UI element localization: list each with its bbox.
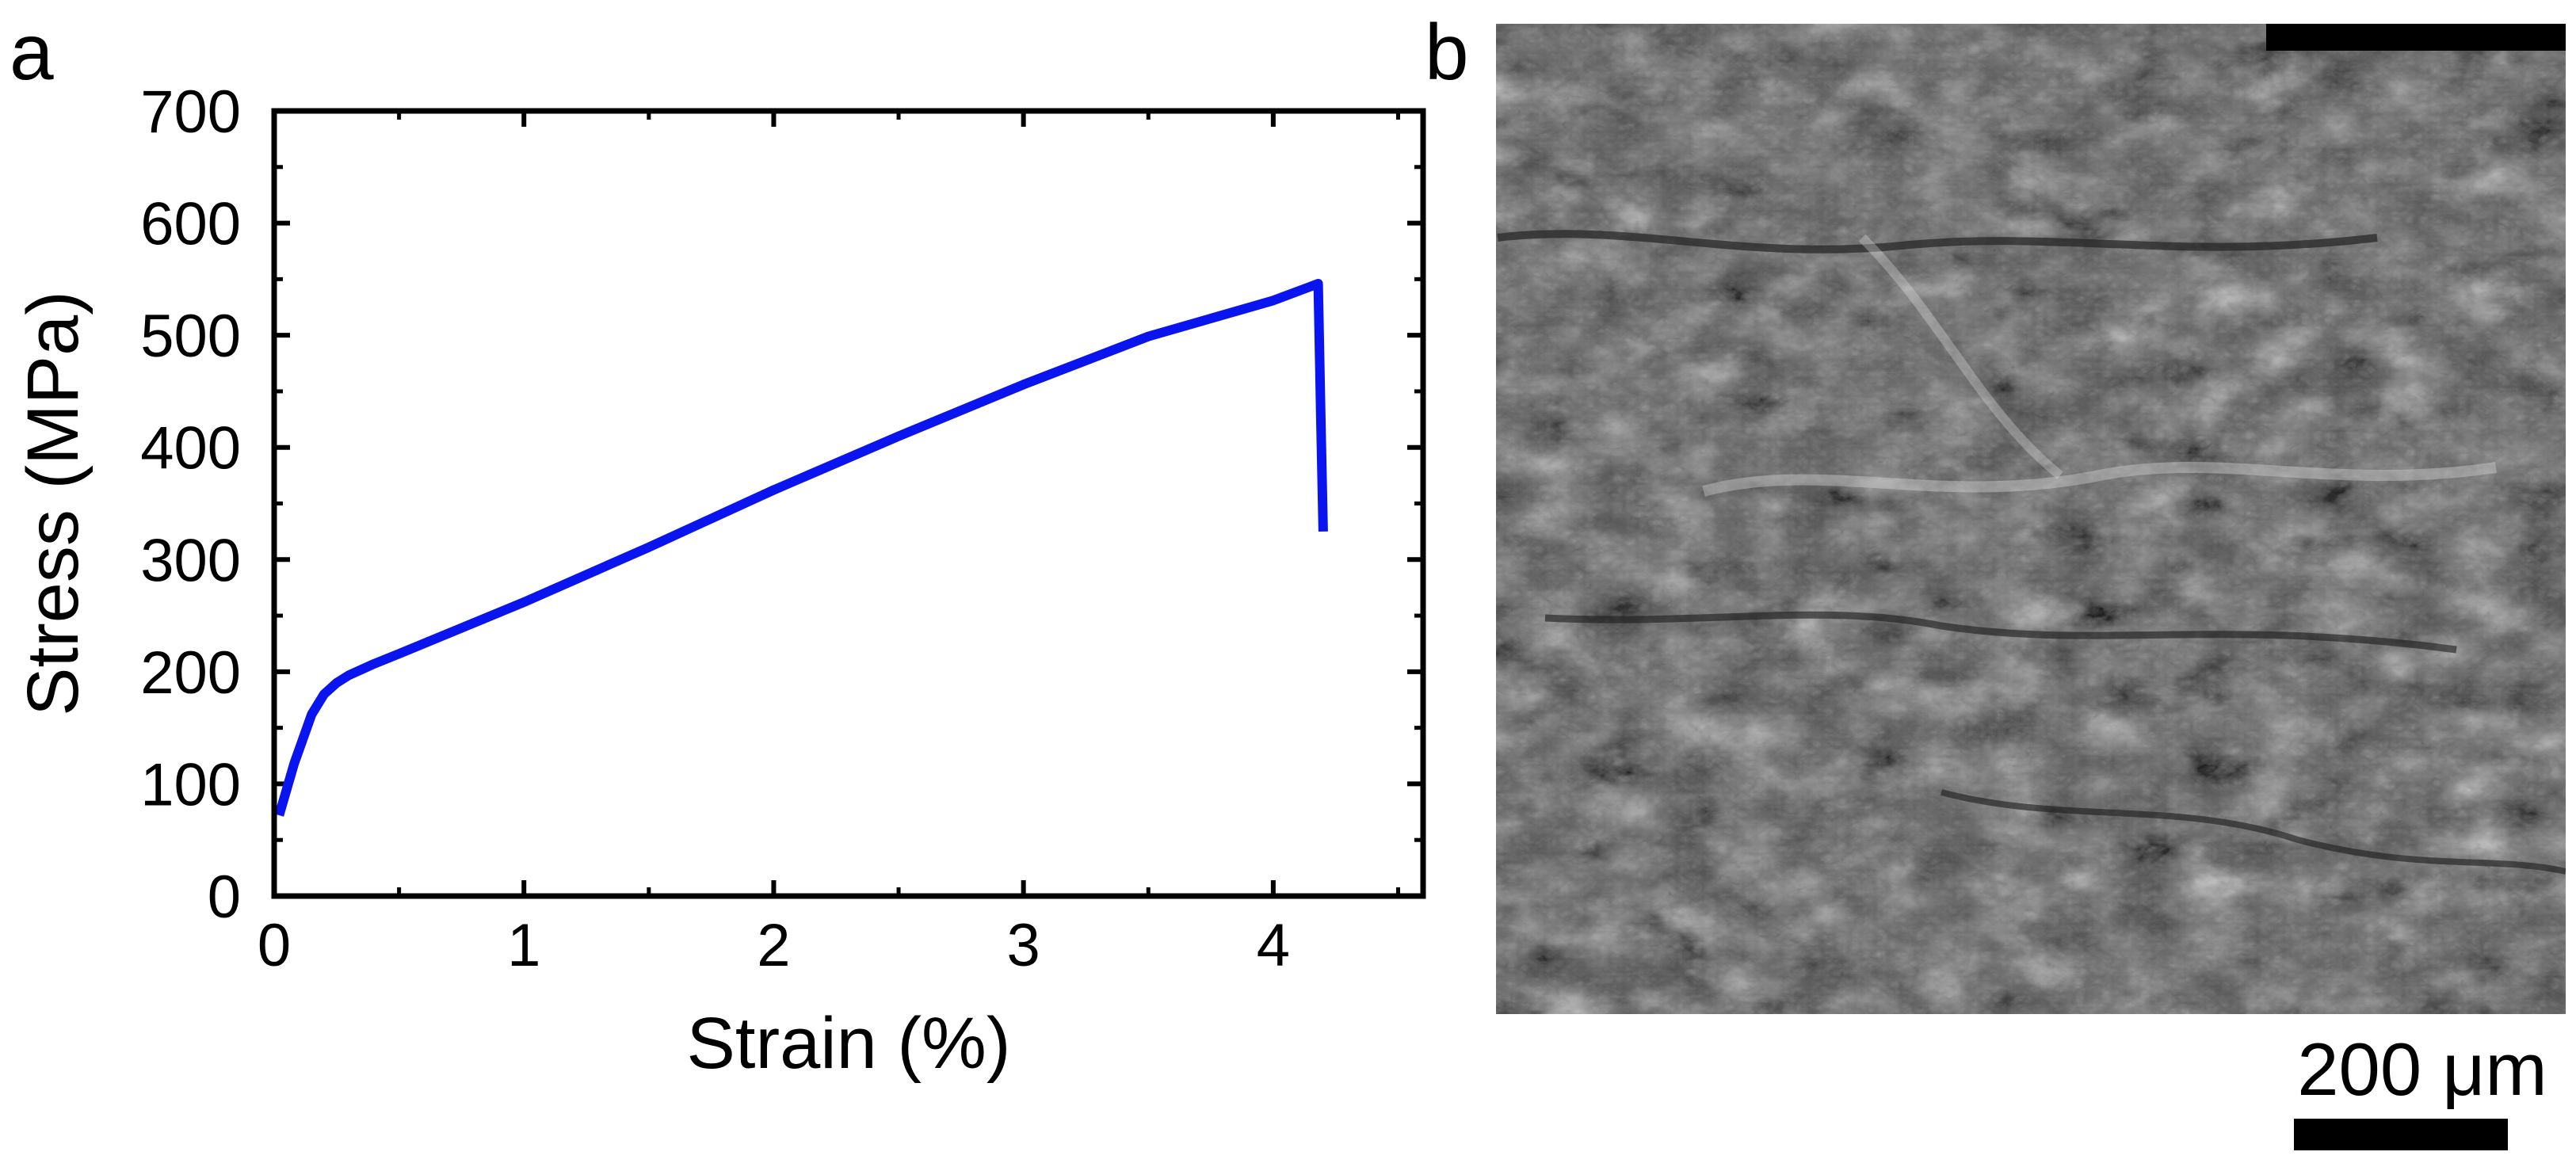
y-tick-label: 200: [140, 639, 241, 707]
sem-crack: [1940, 789, 2566, 875]
sem-micrograph: [1496, 24, 2566, 1014]
y-tick-label: 0: [208, 864, 241, 931]
x-axis-title: Strain (%): [687, 1003, 1011, 1084]
y-tick-label: 700: [140, 78, 241, 146]
x-tick-label: 3: [1007, 912, 1040, 979]
sem-crack: [1497, 230, 2378, 254]
y-tick-label: 600: [140, 191, 241, 258]
sem-fine-texture: [1496, 24, 2566, 1014]
x-tick-label: 1: [507, 912, 540, 979]
y-tick-label: 300: [140, 527, 241, 594]
plot-frame: [271, 108, 1426, 899]
scale-bar: [2294, 1119, 2508, 1150]
x-tick-label: 4: [1257, 912, 1290, 979]
panel-label-a: a: [10, 8, 54, 97]
x-tick-labels: 0 1 2 3 4: [258, 912, 1290, 979]
x-tick-label: 2: [757, 912, 790, 979]
minor-ticks: [274, 111, 1423, 896]
y-tick-label: 100: [140, 751, 241, 818]
sem-dark-corner: [2266, 24, 2566, 51]
sem-bright-ridge: [1858, 234, 2063, 479]
panel-label-b: b: [1425, 8, 1469, 97]
y-tick-label: 500: [140, 303, 241, 370]
sem-bright-ridge: [1702, 462, 2498, 497]
stress-strain-curve: [274, 279, 1328, 817]
series-layer: [274, 279, 1328, 817]
scale-bar-label: 200 μm: [2297, 1028, 2547, 1111]
y-tick-label: 400: [140, 415, 241, 482]
y-tick-labels: 0 100 200 300 400 500 600 700: [140, 78, 241, 931]
y-axis-title: Stress (MPa): [13, 291, 93, 716]
sem-crack: [1544, 611, 2457, 654]
x-tick-label: 0: [258, 912, 291, 979]
major-ticks: [272, 109, 1423, 898]
